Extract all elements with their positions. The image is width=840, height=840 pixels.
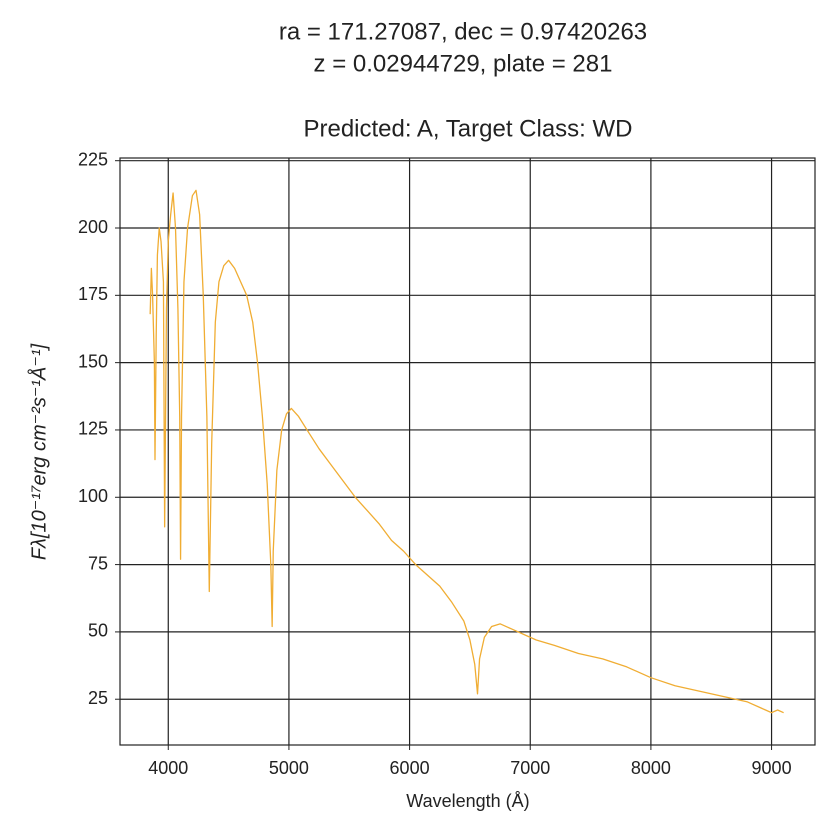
x-tick-label: 5000 bbox=[269, 758, 309, 778]
y-tick-label: 125 bbox=[78, 419, 108, 439]
y-axis-label: Fλ[10⁻¹⁷erg cm⁻²s⁻¹Å⁻¹] bbox=[27, 343, 50, 560]
x-tick-label: 4000 bbox=[148, 758, 188, 778]
x-axis-label: Wavelength (Å) bbox=[406, 791, 529, 811]
y-tick-label: 175 bbox=[78, 284, 108, 304]
y-tick-label: 50 bbox=[88, 621, 108, 641]
chart-title: ra = 171.27087, dec = 0.97420263 bbox=[279, 18, 647, 45]
y-tick-label: 75 bbox=[88, 553, 108, 573]
y-tick-label: 150 bbox=[78, 351, 108, 371]
x-tick-label: 6000 bbox=[390, 758, 430, 778]
chart-subtitle: Predicted: A, Target Class: WD bbox=[303, 115, 632, 142]
x-tick-label: 9000 bbox=[752, 758, 792, 778]
y-tick-label: 100 bbox=[78, 486, 108, 506]
chart-title: z = 0.02944729, plate = 281 bbox=[314, 50, 613, 77]
x-tick-label: 8000 bbox=[631, 758, 671, 778]
spectrum-line bbox=[149, 189, 784, 714]
x-tick-label: 7000 bbox=[510, 758, 550, 778]
y-tick-label: 225 bbox=[78, 149, 108, 169]
y-tick-label: 25 bbox=[88, 688, 108, 708]
plot-frame bbox=[119, 157, 816, 746]
y-tick-label: 200 bbox=[78, 217, 108, 237]
